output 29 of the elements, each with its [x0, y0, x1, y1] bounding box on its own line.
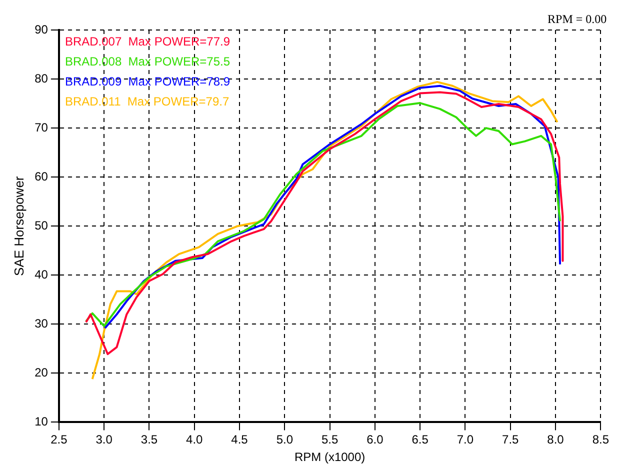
x-tick-label: 5.0: [276, 432, 294, 447]
x-tick-label: 6.5: [412, 432, 429, 447]
x-tick-label: 6.0: [366, 432, 384, 447]
text: BRAD.007 Max POWER=77.9: [64, 34, 230, 48]
y-tick-label: 30: [34, 316, 48, 330]
y-tick-label: 40: [34, 267, 48, 282]
y-tick-label: 10: [34, 414, 48, 429]
x-axis-title: RPM (x1000): [294, 450, 366, 464]
text: RPM = 0.00: [548, 12, 607, 26]
x-tick-label: 3.5: [140, 432, 158, 447]
x-tick-label: 3.0: [96, 432, 113, 447]
y-tick-label: 80: [34, 71, 48, 86]
x-tick-label: 4.0: [186, 432, 204, 447]
x-tick-label: 4.5: [231, 432, 248, 447]
text: BRAD.008 Max POWER=75.5: [64, 54, 230, 68]
x-tick-label: 7.0: [456, 432, 474, 447]
x-tick-label: 7.5: [502, 432, 520, 447]
y-tick-label: 60: [34, 169, 48, 184]
y-tick-label: 70: [34, 120, 48, 134]
x-tick-label: 8.0: [547, 432, 564, 447]
x-tick-label: 5.5: [321, 432, 338, 447]
y-tick-label: 50: [34, 218, 48, 232]
y-tick-label: 90: [34, 22, 48, 36]
x-tick-label: 2.5: [50, 432, 68, 447]
text: BRAD.011 Max POWER=79.7: [64, 94, 230, 108]
y-tick-label: 20: [34, 365, 48, 380]
y-axis-title: SAE Horsepower: [11, 176, 26, 276]
text: BRAD.009 Max POWER=78.9: [64, 74, 230, 88]
x-tick-label: 8.5: [592, 432, 610, 447]
